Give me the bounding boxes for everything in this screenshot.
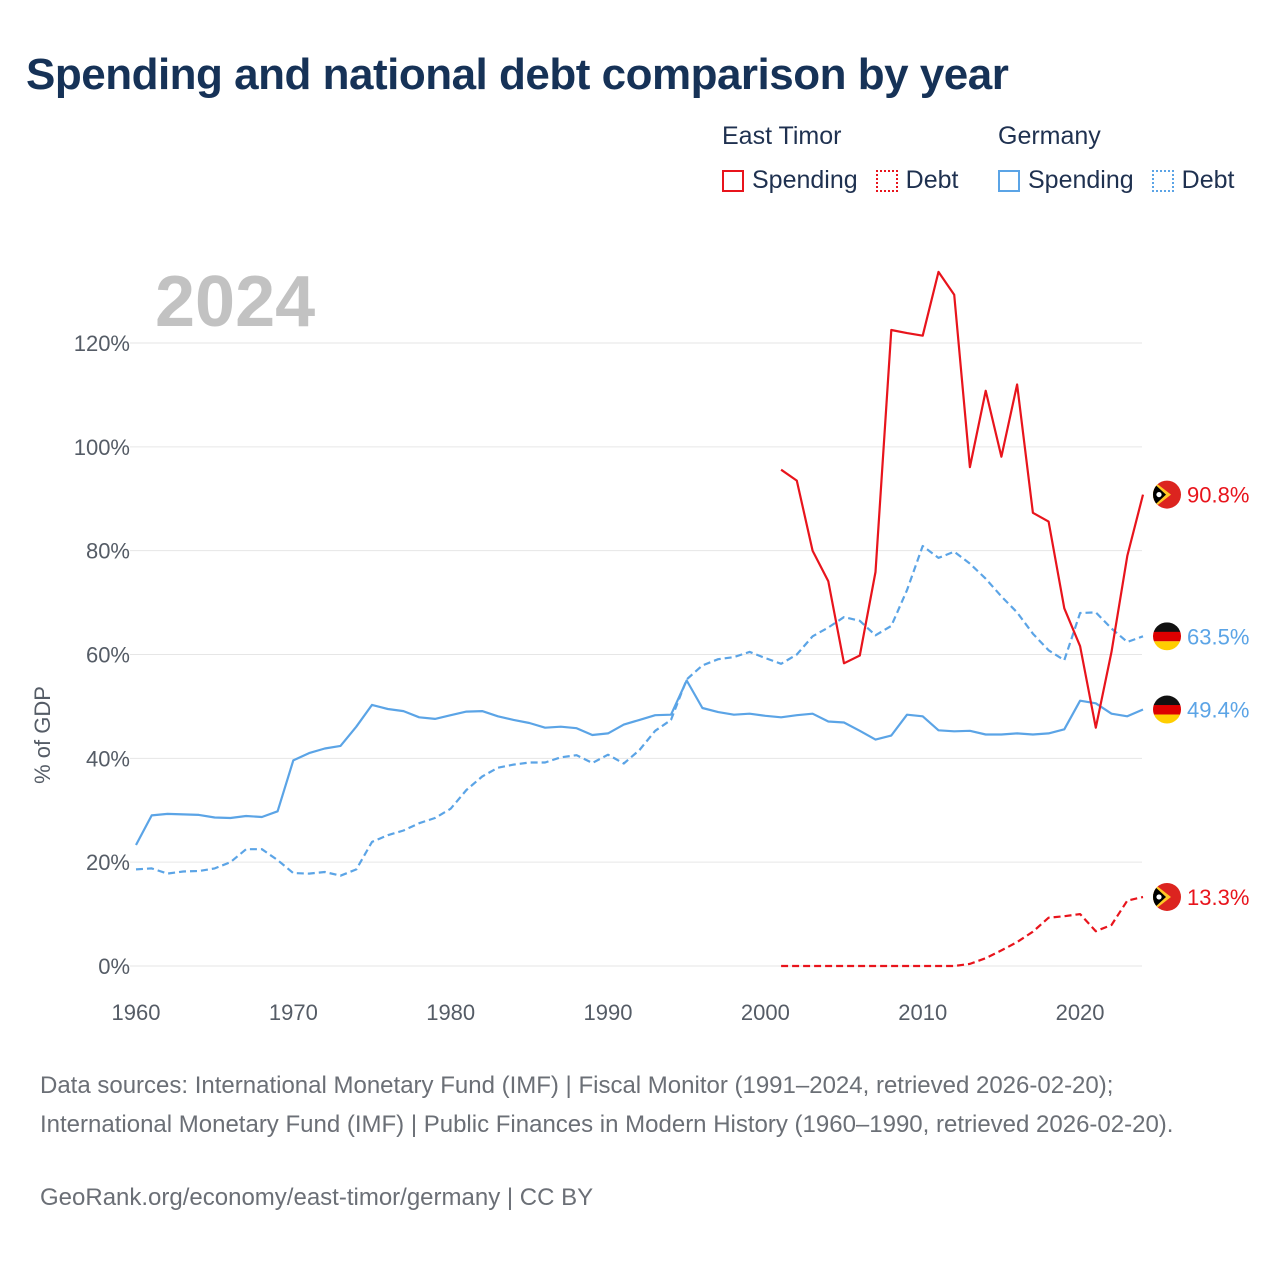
dotted-line-swatch-icon <box>875 169 898 192</box>
end-value-label: 49.4% <box>1187 698 1249 723</box>
flag-stripe-gold <box>1153 714 1181 724</box>
x-tick-label: 1970 <box>269 1000 318 1025</box>
x-tick-label: 1990 <box>584 1000 633 1025</box>
x-tick-label: 2020 <box>1056 1000 1105 1025</box>
series-line-east-timor-spending <box>780 270 1145 729</box>
legend-item-label: Spending <box>752 166 858 194</box>
series-lines <box>135 270 1145 968</box>
legend-item-label: Spending <box>1028 166 1134 194</box>
end-value-label: 90.8% <box>1187 483 1249 508</box>
y-tick-label: 40% <box>86 746 130 771</box>
x-tick-label: 1960 <box>112 1000 161 1025</box>
end-value-label: 63.5% <box>1187 624 1249 649</box>
gridlines <box>130 342 1142 967</box>
data-sources: Data sources: International Monetary Fun… <box>40 1072 1174 1138</box>
legend-item-east-timor-spending[interactable]: Spending <box>722 166 858 195</box>
legend-group-title: Germany <box>998 122 1101 150</box>
x-tick-label: 2010 <box>898 1000 947 1025</box>
y-tick-label: 0% <box>98 954 130 979</box>
series-line-germany-spending <box>135 679 1144 846</box>
flag-stripe-gold <box>1153 641 1181 651</box>
solid-line-swatch-icon <box>998 169 1020 192</box>
year-label: 2024 <box>155 262 315 342</box>
solid-line-swatch-icon <box>722 169 744 192</box>
flag-stripe-black <box>1153 695 1181 706</box>
flag-stripe-black <box>1153 622 1181 633</box>
legend-group-germany: Germany Spending Debt <box>998 122 1234 194</box>
legend-item-label: Debt <box>905 166 959 194</box>
credit-link[interactable]: GeoRank.org/economy/east-timor/germany |… <box>40 1184 594 1211</box>
end-value-label: 13.3% <box>1187 885 1249 910</box>
east-timor-flag-icon <box>1153 480 1181 509</box>
legend-item-east-timor-debt[interactable]: Debt <box>875 166 959 195</box>
end-markers: 49.4% 63.5% 90.8% 13.3% <box>1153 480 1249 911</box>
y-axis-label: % of GDP <box>30 686 55 784</box>
legend: East Timor Spending Debt Germany Spendin… <box>722 122 1262 202</box>
germany-flag-icon <box>1153 622 1181 651</box>
legend-item-germany-debt[interactable]: Debt <box>1151 166 1235 195</box>
dotted-line-swatch-icon <box>1151 169 1174 192</box>
x-tick-label: 1980 <box>426 1000 475 1025</box>
legend-group-title: East Timor <box>722 122 842 150</box>
legend-group-east-timor: East Timor Spending Debt <box>722 122 958 194</box>
y-tick-label: 20% <box>86 850 130 875</box>
legend-item-germany-spending[interactable]: Spending <box>998 166 1134 195</box>
y-tick-label: 60% <box>86 643 130 668</box>
east-timor-flag-icon <box>1153 882 1181 911</box>
flag-stripe-red <box>1153 705 1181 715</box>
x-axis: 1960 1970 1980 1990 2000 2010 2020 <box>112 1000 1105 1025</box>
y-tick-label: 80% <box>86 539 130 564</box>
flag-stripe-red <box>1153 631 1181 642</box>
flag-star <box>1156 894 1162 900</box>
series-line-germany-debt <box>135 544 1144 877</box>
series-line-east-timor-debt <box>781 895 1144 968</box>
line-chart: 2024 % of GDP 0% 20% 40% 60% 80% 100% 120% 196… <box>30 262 1249 1025</box>
legend-item-label: Debt <box>1181 166 1235 194</box>
y-axis: 0% 20% 40% 60% 80% 100% 120% <box>74 331 130 979</box>
y-tick-label: 100% <box>74 435 130 460</box>
flag-star <box>1156 491 1162 498</box>
y-tick-label: 120% <box>74 331 130 356</box>
x-tick-label: 2000 <box>741 1000 790 1025</box>
germany-flag-icon <box>1153 695 1181 724</box>
chart-title: Spending and national debt comparison by… <box>26 50 1009 99</box>
